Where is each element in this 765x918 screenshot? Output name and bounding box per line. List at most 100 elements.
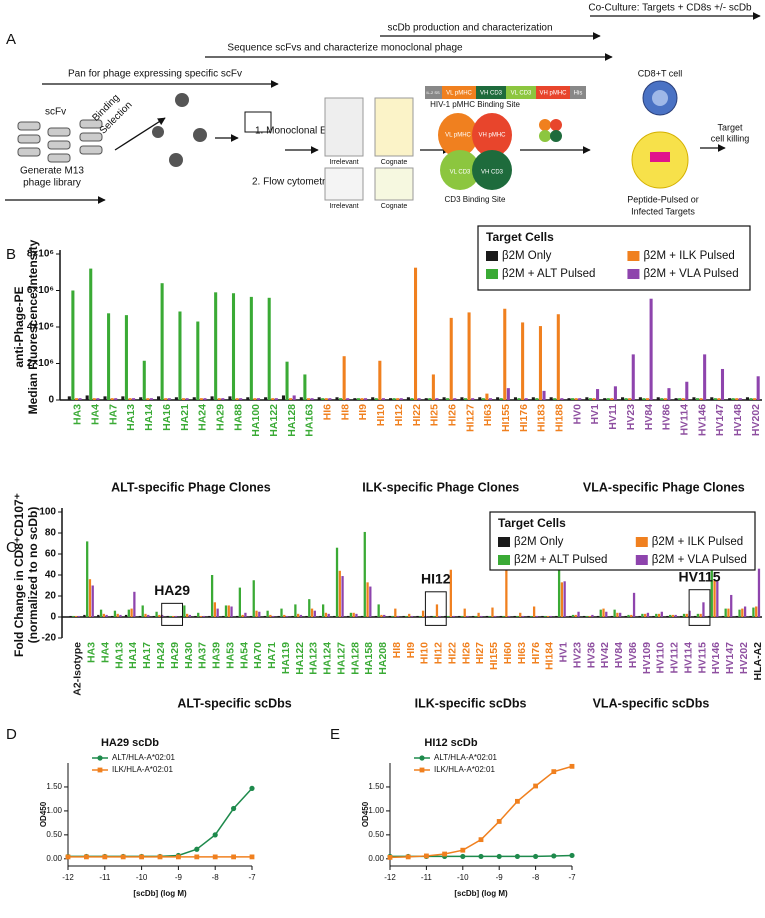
bar [496,397,500,400]
bar [266,610,269,617]
bar [405,615,408,617]
x-tick-label: HV147 [724,642,736,674]
bar [364,398,368,400]
group-label: ILK-specific Phage Clones [362,480,519,494]
x-tick-label: HI155 [488,642,500,670]
x-tick-label: HV115 [696,642,708,674]
bar [116,613,119,617]
bar [410,615,414,617]
bar [277,615,280,617]
bar [460,397,464,400]
bar [503,308,507,400]
panel-label: D [6,726,17,743]
point [424,853,429,859]
bar [757,568,761,617]
y-axis-label: anti-Phage-PE [12,286,26,367]
bar [238,587,241,617]
legend-swatch [486,269,498,279]
legend-swatch [498,537,510,547]
bar [646,398,650,400]
bar [103,396,107,400]
legend-marker [419,767,425,773]
bar [271,398,275,400]
bar [749,398,753,400]
bar [649,298,653,400]
bar [743,606,747,617]
bar [78,398,82,400]
bar [258,611,261,617]
x-tick-label: HA119 [280,642,292,674]
x-tick-label: HV109 [641,642,653,674]
bar [505,564,508,617]
bar [630,614,633,617]
flow-panel [324,167,364,201]
bar [582,615,586,617]
x-tick-label: HV114 [678,404,690,436]
bar [446,398,450,400]
x-axis-label: [scDb] (log M) [454,889,508,898]
bar [560,582,564,617]
bar [641,613,644,617]
bar [605,611,608,617]
bar [121,396,125,400]
bar [99,609,103,617]
domain-label: VL pMHC [445,133,471,139]
x-tick-label: HV112 [669,642,681,674]
bar [667,388,671,400]
bar [213,602,217,617]
bar [710,569,713,617]
bar [124,614,128,617]
bar [274,398,278,400]
bar [231,293,236,400]
bar [396,615,400,617]
panel-label: C [6,539,17,556]
bar [291,615,294,617]
bar [721,615,725,617]
x-tick-label: -11 [99,873,111,882]
bar [506,388,510,400]
bar [646,612,650,617]
y-tick-label: -20 [42,633,57,644]
bar [513,397,518,400]
annotation: HA29 [154,582,190,598]
point [515,798,520,804]
bar [241,614,244,617]
bar [524,398,528,400]
bar [317,397,321,400]
bar [208,615,211,617]
step-label: Pan for phage expressing specific scFv [68,69,242,80]
killing-label: cell killing [711,133,750,143]
cell-label: CD8+T cell [638,68,683,78]
domain-label: VH CD3 [481,170,504,176]
y-tick-label: 0.00 [368,854,384,863]
bar [516,615,519,617]
bar [160,283,164,400]
x-tick-label: HV84 [613,642,625,668]
target-label: Infected Targets [631,206,695,216]
bar [338,570,341,617]
bar [682,613,686,617]
bar [182,398,186,400]
point [194,846,200,852]
bar [692,397,696,400]
bar [521,322,525,400]
bar [678,398,682,400]
point [249,785,255,791]
well-label: Cognate [381,159,408,166]
bar [674,614,677,617]
bar [144,613,147,617]
bar [463,608,466,617]
point [460,847,466,853]
bar [346,398,350,400]
bar [574,398,578,400]
bar [86,541,89,617]
point [212,832,218,838]
bar [728,398,732,400]
bar [652,615,655,617]
bar [178,311,182,400]
legend-label: β2M + ALT Pulsed [514,554,607,566]
bar [621,397,625,400]
point [551,853,557,859]
x-tick-label: HV23 [571,642,583,668]
point [231,854,236,860]
